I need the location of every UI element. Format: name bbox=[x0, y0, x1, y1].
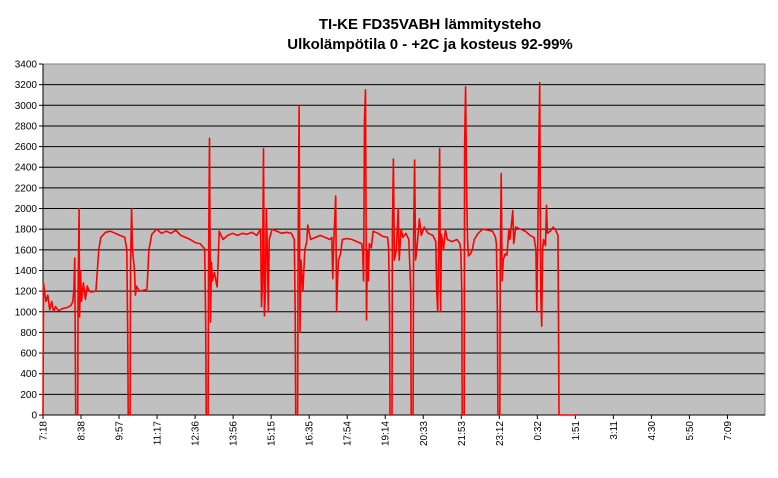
x-tick-label: 1:51 bbox=[571, 421, 582, 441]
x-tick-label: 20:33 bbox=[419, 421, 430, 446]
x-tick-label: 13:56 bbox=[229, 421, 240, 446]
y-tick-label: 2200 bbox=[15, 183, 38, 194]
y-tick-label: 2400 bbox=[15, 163, 38, 174]
x-tick-label: 9:57 bbox=[115, 421, 126, 441]
x-tick-label: 0:32 bbox=[533, 421, 544, 441]
y-tick-label: 2800 bbox=[15, 121, 38, 132]
y-tick-label: 1200 bbox=[15, 287, 38, 298]
chart-subtitle: Ulkolämpötila 0 - +2C ja kosteus 92-99% bbox=[287, 36, 573, 53]
y-tick-label: 3200 bbox=[15, 80, 38, 91]
series-line bbox=[42, 81, 578, 416]
y-tick-label: 400 bbox=[20, 369, 37, 380]
x-tick-label: 17:54 bbox=[343, 421, 354, 446]
x-tick-label: 7:09 bbox=[723, 421, 734, 441]
y-tick-label: 1400 bbox=[15, 266, 38, 277]
x-tick-label: 3:11 bbox=[609, 421, 620, 440]
y-tick-label: 1600 bbox=[15, 245, 38, 256]
x-tick-label: 5:50 bbox=[685, 421, 696, 441]
x-tick-label: 12:36 bbox=[191, 421, 202, 446]
y-tick-label: 1800 bbox=[15, 225, 38, 236]
x-tick-label: 23:12 bbox=[495, 421, 506, 446]
x-tick-label: 21:53 bbox=[457, 421, 468, 446]
y-tick-label: 3400 bbox=[15, 60, 38, 71]
y-tick-label: 200 bbox=[20, 390, 37, 401]
x-tick-label: 15:15 bbox=[267, 421, 278, 446]
x-tick-label: 19:14 bbox=[381, 421, 392, 446]
y-tick-label: 3000 bbox=[15, 101, 38, 112]
x-tick-label: 8:38 bbox=[77, 421, 88, 441]
x-tick-label: 11:17 bbox=[153, 421, 164, 446]
y-tick-label: 1000 bbox=[15, 307, 38, 318]
y-tick-label: 2600 bbox=[15, 142, 38, 153]
y-tick-label: 800 bbox=[20, 328, 37, 339]
y-tick-label: 600 bbox=[20, 349, 37, 360]
y-tick-label: 2000 bbox=[15, 204, 38, 215]
x-tick-label: 4:30 bbox=[647, 421, 658, 441]
x-tick-label: 16:35 bbox=[305, 421, 316, 446]
x-tick-label: 7:18 bbox=[39, 421, 50, 441]
chart-title: TI-KE FD35VABH lämmitysteho bbox=[318, 16, 542, 33]
y-tick-label: 0 bbox=[31, 411, 37, 422]
plot-area bbox=[43, 64, 765, 415]
